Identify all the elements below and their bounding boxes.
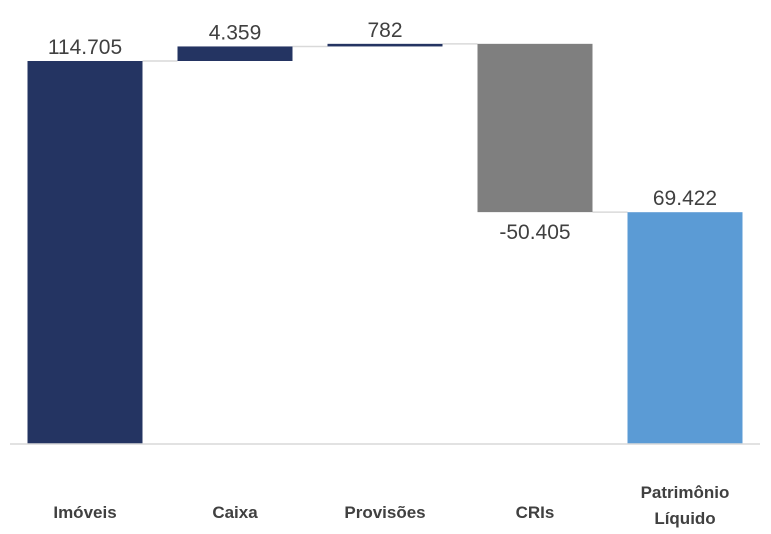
category-label: Patrimônio Líquido [641, 483, 730, 528]
category-label: Provisões [344, 503, 425, 522]
data-label: -50.405 [499, 221, 570, 244]
bar-im-veis [27, 61, 143, 444]
bar-provis-es [327, 43, 443, 47]
data-label: 782 [367, 19, 402, 42]
bar-patrim-nio-l-quido [627, 212, 743, 444]
category-label: CRIs [516, 503, 555, 522]
category-label: Caixa [212, 503, 258, 522]
bar-caixa [177, 46, 293, 61]
data-label: 114.705 [48, 36, 122, 59]
bar-cris [477, 43, 593, 213]
category-label: Imóveis [53, 503, 116, 522]
data-label: 69.422 [653, 187, 717, 210]
data-label: 4.359 [209, 21, 262, 44]
